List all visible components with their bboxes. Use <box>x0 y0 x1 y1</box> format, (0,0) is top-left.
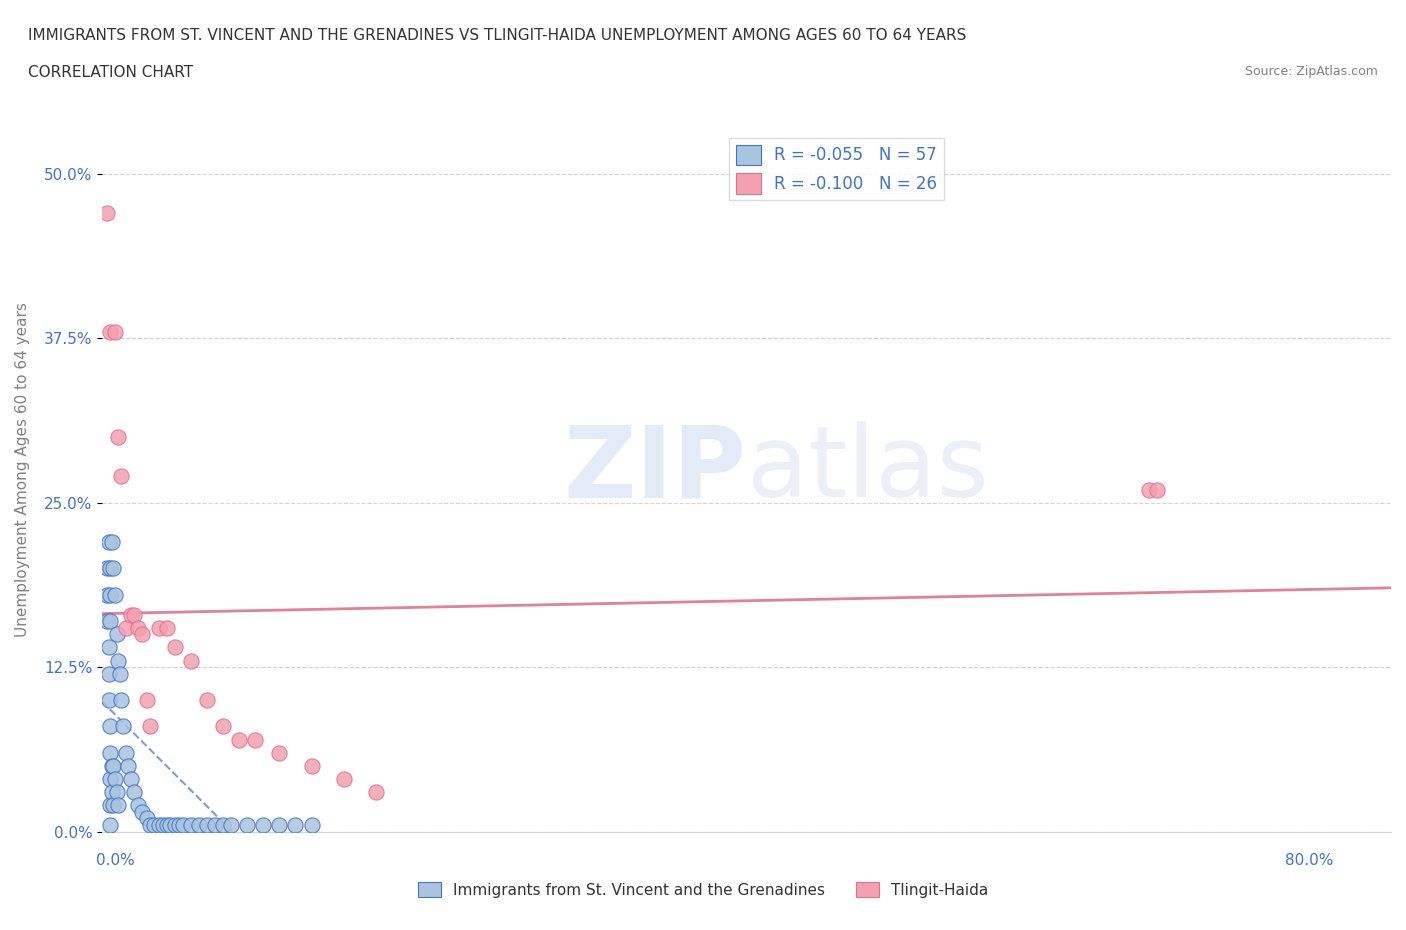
Point <box>112 719 135 734</box>
Point <box>96 206 118 220</box>
Point <box>117 758 139 773</box>
Point <box>219 817 242 832</box>
Point <box>212 817 235 832</box>
Point <box>172 817 194 832</box>
Point <box>364 785 387 800</box>
Point <box>284 817 307 832</box>
Point <box>98 588 121 603</box>
Point <box>124 785 146 800</box>
Point <box>131 627 153 642</box>
Point <box>98 745 121 760</box>
Point <box>228 732 250 747</box>
Point <box>101 758 124 773</box>
Point <box>163 640 186 655</box>
Point <box>131 804 153 819</box>
Point <box>107 430 129 445</box>
Text: atlas: atlas <box>747 421 988 518</box>
Point <box>105 785 128 800</box>
Point <box>120 772 142 787</box>
Point <box>252 817 274 832</box>
Point <box>301 817 323 832</box>
Point <box>110 469 132 484</box>
Point <box>195 817 218 832</box>
Legend: R = -0.055   N = 57, R = -0.100   N = 26: R = -0.055 N = 57, R = -0.100 N = 26 <box>730 138 943 200</box>
Point <box>1137 482 1160 497</box>
Point <box>155 620 177 635</box>
Point <box>127 620 149 635</box>
Point <box>96 614 118 629</box>
Point <box>180 817 202 832</box>
Point <box>97 666 120 681</box>
Point <box>136 693 159 708</box>
Point <box>104 772 127 787</box>
Point <box>148 620 170 635</box>
Point <box>98 798 121 813</box>
Text: ZIP: ZIP <box>564 421 747 518</box>
Point <box>136 811 159 826</box>
Point <box>195 693 218 708</box>
Point <box>96 561 118 576</box>
Point <box>333 772 356 787</box>
Point <box>301 758 323 773</box>
Point <box>97 640 120 655</box>
Point <box>269 745 291 760</box>
Point <box>104 325 127 339</box>
Point <box>169 817 191 832</box>
Point <box>269 817 291 832</box>
Point <box>115 620 138 635</box>
Point <box>98 817 121 832</box>
Point <box>97 693 120 708</box>
Point <box>124 607 146 622</box>
Point <box>103 798 125 813</box>
Point <box>236 817 259 832</box>
Point <box>152 817 174 832</box>
Point <box>139 817 162 832</box>
Point <box>120 607 142 622</box>
Point <box>101 535 124 550</box>
Point <box>98 561 121 576</box>
Point <box>187 817 209 832</box>
Point <box>97 535 120 550</box>
Point <box>107 653 129 668</box>
Point <box>104 588 127 603</box>
Point <box>163 817 186 832</box>
Point <box>180 653 202 668</box>
Point <box>103 561 125 576</box>
Point <box>96 588 118 603</box>
Point <box>243 732 266 747</box>
Point <box>101 785 124 800</box>
Point <box>110 693 132 708</box>
Point <box>212 719 235 734</box>
Text: 0.0%: 0.0% <box>96 853 135 868</box>
Point <box>127 798 149 813</box>
Point <box>98 614 121 629</box>
Text: IMMIGRANTS FROM ST. VINCENT AND THE GRENADINES VS TLINGIT-HAIDA UNEMPLOYMENT AMO: IMMIGRANTS FROM ST. VINCENT AND THE GREN… <box>28 28 966 43</box>
Y-axis label: Unemployment Among Ages 60 to 64 years: Unemployment Among Ages 60 to 64 years <box>15 302 30 637</box>
Point <box>159 817 181 832</box>
Text: CORRELATION CHART: CORRELATION CHART <box>28 65 193 80</box>
Point <box>98 325 121 339</box>
Text: 80.0%: 80.0% <box>1285 853 1333 868</box>
Point <box>148 817 170 832</box>
Point <box>108 666 131 681</box>
Point <box>155 817 177 832</box>
Point <box>139 719 162 734</box>
Point <box>1146 482 1168 497</box>
Point <box>115 745 138 760</box>
Point <box>103 758 125 773</box>
Text: Source: ZipAtlas.com: Source: ZipAtlas.com <box>1244 65 1378 78</box>
Point <box>204 817 226 832</box>
Point <box>98 719 121 734</box>
Legend: Immigrants from St. Vincent and the Grenadines, Tlingit-Haida: Immigrants from St. Vincent and the Gren… <box>412 875 994 904</box>
Point <box>107 798 129 813</box>
Point <box>105 627 128 642</box>
Point <box>142 817 165 832</box>
Point <box>98 772 121 787</box>
